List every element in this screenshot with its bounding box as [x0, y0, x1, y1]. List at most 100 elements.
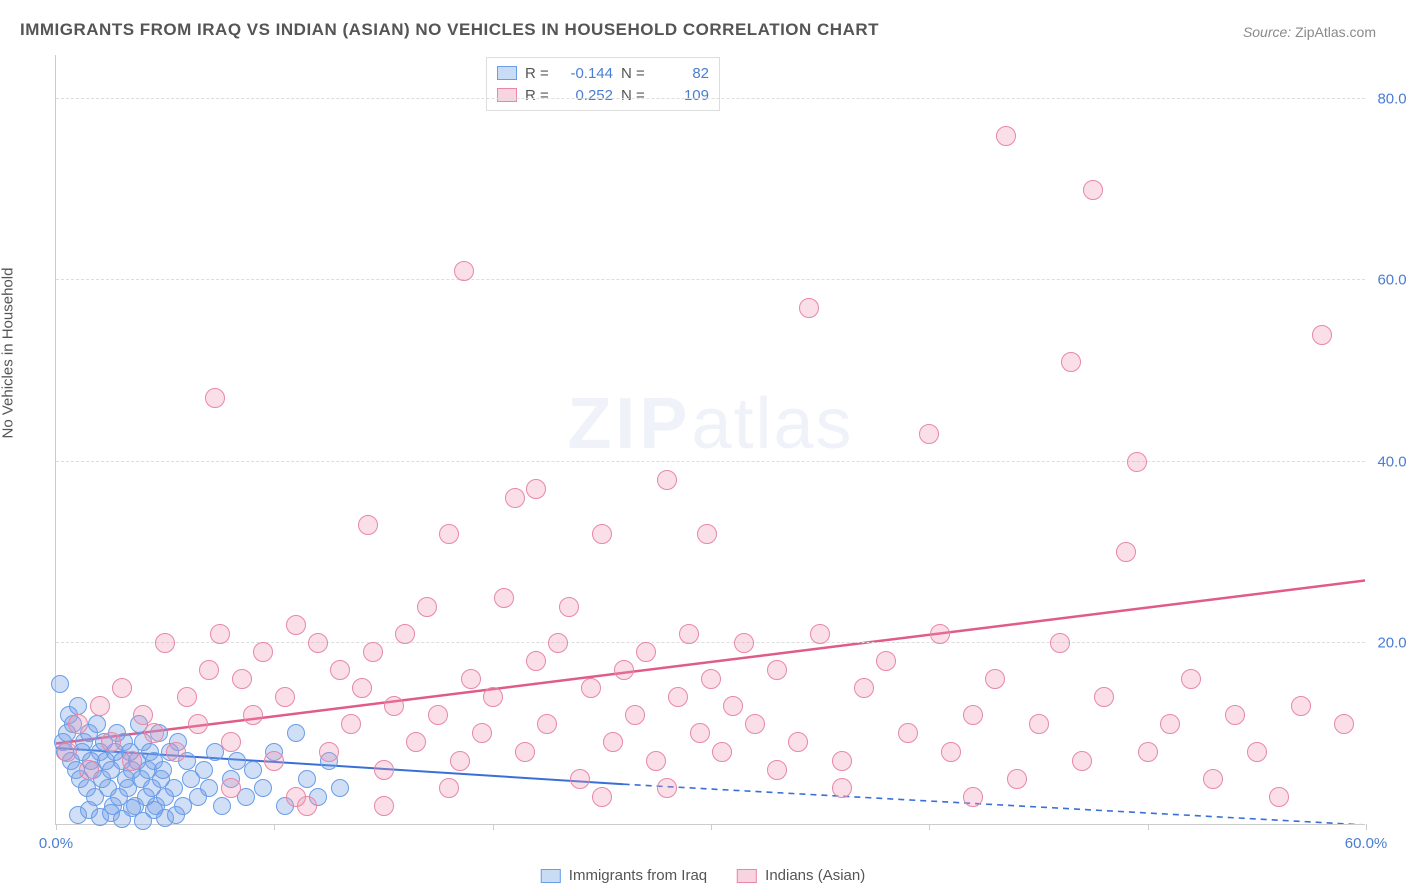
- scatter-point: [701, 669, 721, 689]
- trend-line-extrapolated: [624, 784, 1365, 824]
- scatter-point: [165, 779, 183, 797]
- scatter-point: [298, 770, 316, 788]
- scatter-point: [723, 696, 743, 716]
- scatter-point: [166, 742, 186, 762]
- scatter-point: [112, 678, 132, 698]
- scatter-point: [213, 797, 231, 815]
- footer-legend: Immigrants from Iraq Indians (Asian): [541, 867, 865, 884]
- scatter-point: [374, 796, 394, 816]
- x-tick: [56, 824, 57, 830]
- n-value-indian: 109: [659, 87, 709, 104]
- scatter-point: [374, 760, 394, 780]
- legend-swatch-indian: [737, 869, 757, 883]
- scatter-point: [122, 751, 142, 771]
- scatter-point: [581, 678, 601, 698]
- scatter-point: [51, 675, 69, 693]
- scatter-point: [646, 751, 666, 771]
- n-label: N =: [621, 65, 651, 82]
- x-tick: [493, 824, 494, 830]
- scatter-point: [1061, 352, 1081, 372]
- scatter-point: [734, 633, 754, 653]
- source-label: Source:: [1243, 24, 1291, 40]
- scatter-point: [275, 687, 295, 707]
- correlation-stats-box: R = -0.144 N = 82 R = 0.252 N = 109: [486, 57, 720, 111]
- scatter-point: [90, 696, 110, 716]
- scatter-point: [363, 642, 383, 662]
- y-axis-label: No Vehicles in Household: [0, 268, 17, 439]
- watermark-bold: ZIP: [567, 384, 691, 464]
- n-label: N =: [621, 87, 651, 104]
- scatter-point: [1094, 687, 1114, 707]
- gridline: [56, 642, 1365, 643]
- scatter-point: [941, 742, 961, 762]
- scatter-point: [1072, 751, 1092, 771]
- legend-swatch-iraq: [541, 869, 561, 883]
- scatter-point: [286, 787, 306, 807]
- scatter-point: [930, 624, 950, 644]
- scatter-point: [195, 761, 213, 779]
- x-tick: [274, 824, 275, 830]
- x-tick: [1366, 824, 1367, 830]
- scatter-point: [155, 633, 175, 653]
- swatch-indian: [497, 88, 517, 102]
- legend-label-iraq: Immigrants from Iraq: [569, 867, 707, 884]
- scatter-point: [205, 388, 225, 408]
- scatter-point: [68, 714, 88, 734]
- scatter-point: [494, 588, 514, 608]
- scatter-point: [319, 742, 339, 762]
- scatter-point: [810, 624, 830, 644]
- scatter-point: [384, 696, 404, 716]
- gridline: [56, 461, 1365, 462]
- scatter-point: [854, 678, 874, 698]
- scatter-point: [679, 624, 699, 644]
- scatter-point: [1116, 542, 1136, 562]
- y-tick-label: 40.0%: [1370, 453, 1406, 470]
- scatter-point: [243, 705, 263, 725]
- scatter-point: [1247, 742, 1267, 762]
- scatter-point: [358, 515, 378, 535]
- scatter-point: [767, 660, 787, 680]
- scatter-point: [712, 742, 732, 762]
- scatter-point: [1291, 696, 1311, 716]
- scatter-point: [592, 787, 612, 807]
- scatter-point: [1029, 714, 1049, 734]
- scatter-point: [548, 633, 568, 653]
- scatter-point: [1083, 180, 1103, 200]
- chart-title: IMMIGRANTS FROM IRAQ VS INDIAN (ASIAN) N…: [20, 20, 879, 40]
- scatter-point: [331, 779, 349, 797]
- scatter-point: [1050, 633, 1070, 653]
- scatter-point: [963, 787, 983, 807]
- scatter-point: [461, 669, 481, 689]
- scatter-point: [200, 779, 218, 797]
- scatter-point: [101, 732, 121, 752]
- scatter-point: [657, 778, 677, 798]
- r-value-indian: 0.252: [563, 87, 613, 104]
- scatter-point: [1225, 705, 1245, 725]
- y-tick-label: 20.0%: [1370, 634, 1406, 651]
- x-tick: [1148, 824, 1149, 830]
- scatter-point: [221, 732, 241, 752]
- scatter-point: [668, 687, 688, 707]
- scatter-point: [88, 715, 106, 733]
- x-tick: [929, 824, 930, 830]
- scatter-point: [221, 778, 241, 798]
- scatter-point: [439, 524, 459, 544]
- scatter-point: [1334, 714, 1354, 734]
- scatter-point: [603, 732, 623, 752]
- scatter-point: [799, 298, 819, 318]
- scatter-point: [657, 470, 677, 490]
- source-value: ZipAtlas.com: [1295, 24, 1376, 40]
- scatter-point: [352, 678, 372, 698]
- legend-item-indian: Indians (Asian): [737, 867, 865, 884]
- scatter-point: [232, 669, 252, 689]
- scatter-point: [919, 424, 939, 444]
- scatter-point: [210, 624, 230, 644]
- scatter-point: [898, 723, 918, 743]
- scatter-point: [177, 687, 197, 707]
- scatter-point: [745, 714, 765, 734]
- gridline: [56, 98, 1365, 99]
- scatter-point: [1138, 742, 1158, 762]
- scatter-point: [592, 524, 612, 544]
- scatter-point: [144, 723, 164, 743]
- scatter-point: [79, 760, 99, 780]
